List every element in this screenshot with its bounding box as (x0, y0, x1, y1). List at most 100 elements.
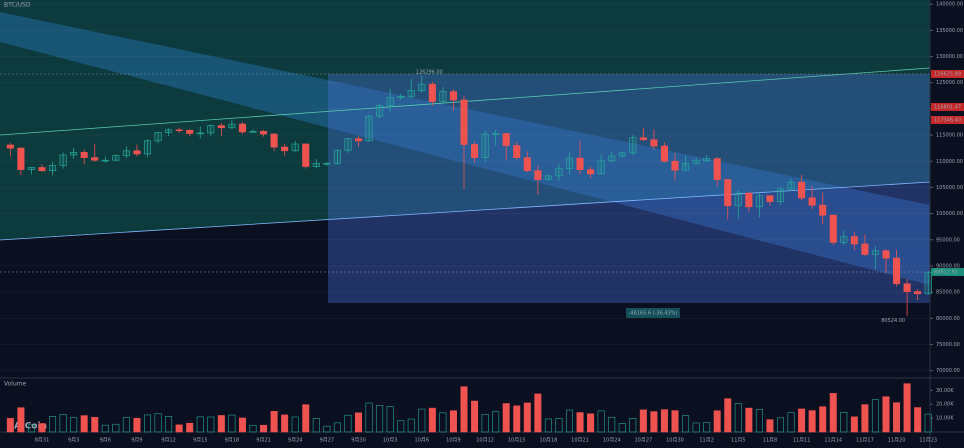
x-tick-label: 11月8 (763, 438, 778, 444)
candle-body (354, 138, 363, 142)
volume-bar (428, 407, 436, 433)
candle-body (882, 250, 890, 259)
volume-bar (418, 408, 426, 433)
volume-bar (755, 409, 763, 433)
candle-body (703, 158, 711, 162)
volume-bar (80, 415, 88, 433)
volume-bar (724, 398, 732, 433)
candle-body (122, 150, 130, 156)
volume-bar (745, 407, 753, 433)
volume-bar (776, 417, 784, 433)
x-tick-label: 9月6 (100, 438, 111, 444)
volume-bar (671, 410, 679, 433)
candle-body (186, 130, 194, 134)
candle-body (734, 192, 742, 207)
candle-body (302, 143, 310, 167)
candle-body (555, 168, 563, 177)
candle-body (27, 167, 36, 170)
volume-bar (819, 406, 827, 433)
volume-bar (186, 422, 194, 433)
x-tick-label: 10月9 (446, 438, 461, 444)
candle-body (724, 179, 732, 207)
volume-bar (597, 410, 605, 433)
x-tick-label: 9月30 (351, 438, 366, 444)
volume-bar (829, 393, 837, 433)
volume-bar (513, 405, 521, 433)
y-tick-label: 130000.00 (936, 54, 963, 60)
candle-body (660, 145, 669, 162)
candle-body (376, 105, 384, 117)
volume-bar (397, 420, 405, 433)
price-tag-box (931, 103, 964, 111)
volume-bar (133, 417, 141, 433)
candle-body (165, 129, 173, 133)
candle-body (681, 162, 690, 171)
volume-bar (850, 416, 858, 433)
candle-body (238, 123, 247, 133)
candle-body (787, 181, 795, 190)
candle-body (70, 152, 78, 156)
measure-label-box (626, 308, 680, 318)
x-tick-label: 10月27 (634, 438, 652, 444)
y-tick-label: 135000.00 (936, 28, 963, 34)
volume-bar (703, 422, 711, 433)
volume-bar (144, 414, 152, 433)
volume-bar (808, 410, 816, 433)
x-tick-label: 11月2 (699, 438, 714, 444)
candle-body (608, 155, 616, 162)
candle-body (365, 115, 373, 142)
y-tick-label: 80000.00 (936, 316, 960, 322)
volume-bar (618, 423, 626, 433)
x-tick-label: 9月3 (68, 438, 79, 444)
candle-body (407, 90, 415, 97)
volume-bar (27, 424, 35, 433)
volume-bar (882, 396, 890, 433)
candle-body (671, 160, 679, 171)
price-tag: 117346.40 (934, 118, 961, 124)
candle-body (323, 162, 331, 165)
candle-body (143, 140, 152, 155)
volume-bar (122, 417, 130, 433)
volume-bar (207, 416, 215, 433)
candle-body (439, 91, 447, 102)
volume-bar (492, 411, 500, 433)
volume-bar (787, 412, 795, 433)
volume-bar (840, 411, 848, 433)
volume-bar (49, 416, 57, 433)
candle-body (808, 197, 816, 206)
candle-body (418, 83, 426, 91)
candle-body (228, 123, 236, 129)
volume-bar (217, 415, 225, 433)
volume-bar (544, 418, 552, 433)
candle-body (133, 150, 141, 155)
y-tick-label: 140000.00 (936, 2, 963, 8)
volume-bar (344, 414, 352, 433)
x-tick-label: 10月12 (476, 438, 494, 444)
volume-bar (523, 402, 531, 433)
candle-body (460, 99, 468, 145)
volume-bar (534, 393, 542, 433)
candle-body (914, 291, 922, 295)
candle-body (892, 257, 901, 285)
volume-bar (260, 424, 268, 433)
volume-bar (576, 412, 584, 433)
candle-body (281, 146, 289, 152)
candle-body (755, 195, 763, 208)
volume-bar (861, 404, 869, 433)
volume-bar (629, 418, 637, 433)
x-tick-label: 10月21 (571, 438, 589, 444)
volume-bar (175, 424, 183, 433)
y-tick-label: 100000.00 (936, 211, 963, 217)
candle-body (112, 155, 120, 161)
volume-bar (439, 412, 447, 433)
volume-bar (893, 402, 901, 433)
volume-bar (924, 413, 932, 433)
volume-bar (639, 409, 647, 433)
candle-body (523, 157, 531, 172)
x-tick-label: 10月30 (666, 438, 684, 444)
x-tick-label: 8月31 (35, 438, 50, 444)
volume-bar (323, 425, 331, 433)
candle-body (428, 83, 436, 102)
x-tick-label: 10月18 (540, 438, 558, 444)
